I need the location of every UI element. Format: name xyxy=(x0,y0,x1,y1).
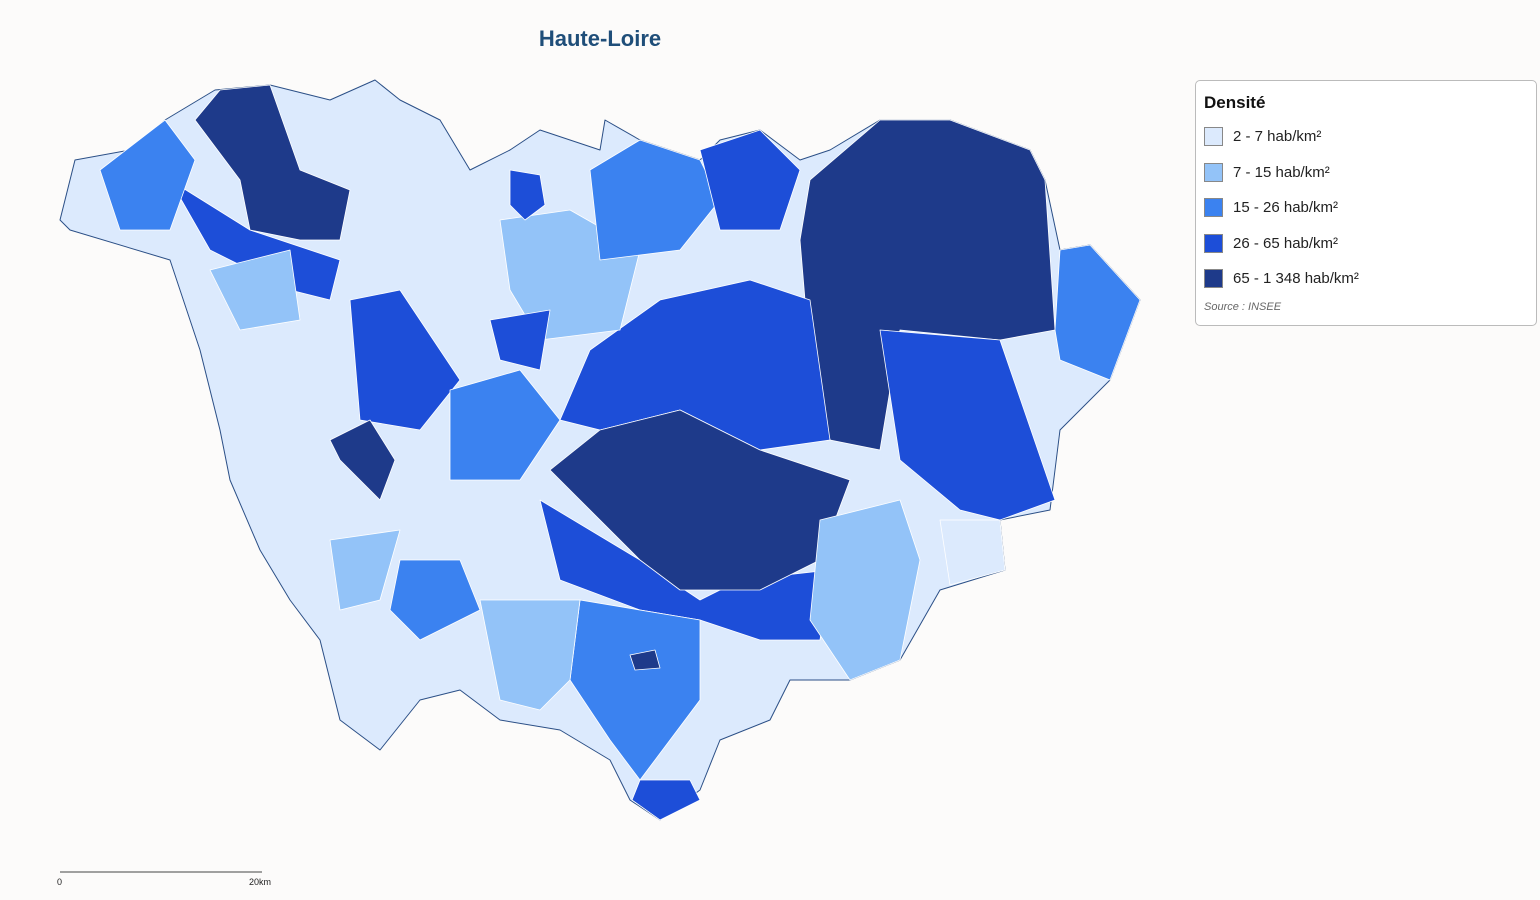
legend-label: 26 - 65 hab/km² xyxy=(1233,234,1339,252)
region xyxy=(349,289,461,431)
legend-swatch xyxy=(1204,269,1223,289)
legend: Densité 2 - 7 hab/km² 7 - 15 hab/km² 15 - … xyxy=(1195,80,1537,326)
region xyxy=(509,169,546,221)
source: Source : INSEE xyxy=(1204,300,1282,313)
region xyxy=(1054,244,1141,381)
legend-swatch xyxy=(1204,162,1223,182)
region xyxy=(479,599,581,711)
legend-item: 26 - 65 hab/km² xyxy=(1204,226,1528,262)
legend-item: 7 - 15 hab/km² xyxy=(1204,155,1528,191)
legend-item: 2 - 7 hab/km² xyxy=(1204,119,1528,155)
region xyxy=(631,779,701,821)
legend-label: 7 - 15 hab/km² xyxy=(1233,163,1330,181)
region xyxy=(449,369,561,481)
region xyxy=(939,519,1006,586)
region xyxy=(194,84,351,241)
scale-end: 20km xyxy=(249,877,272,887)
legend-item: 15 - 26 hab/km² xyxy=(1204,190,1528,226)
legend-swatch xyxy=(1204,198,1223,218)
region xyxy=(389,559,481,641)
region xyxy=(699,129,801,231)
legend-label: 2 - 7 hab/km² xyxy=(1233,128,1322,146)
region xyxy=(629,649,661,671)
legend-label: 65 - 1 348 hab/km² xyxy=(1233,270,1359,288)
map-title: Haute-Loire xyxy=(538,26,662,51)
region xyxy=(809,499,921,681)
region xyxy=(559,279,831,451)
scale-start: 0 xyxy=(57,877,63,887)
legend-item: 65 - 1 348 hab/km² xyxy=(1204,261,1528,297)
region xyxy=(99,119,196,231)
regions xyxy=(59,79,1141,821)
region xyxy=(209,249,301,331)
legend-label: 15 - 26 hab/km² xyxy=(1233,199,1339,217)
legend-swatch xyxy=(1204,127,1223,147)
legend-items: 2 - 7 hab/km² 7 - 15 hab/km² 15 - 26 hab/k… xyxy=(1204,119,1528,297)
region xyxy=(329,419,396,501)
region xyxy=(489,309,551,371)
legend-title: Densité xyxy=(1204,93,1266,112)
region xyxy=(329,529,401,611)
legend-swatch xyxy=(1204,233,1223,253)
